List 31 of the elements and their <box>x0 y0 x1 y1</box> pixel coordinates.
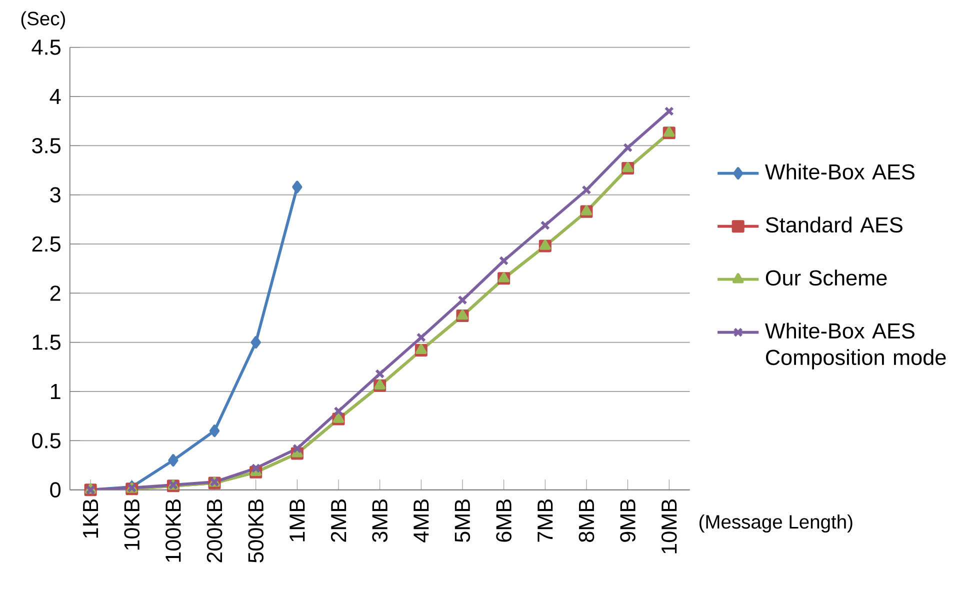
x-tick-label: 2MB <box>330 499 346 542</box>
y-tick-label: 0 <box>50 482 61 498</box>
x-tick-label: 6MB <box>496 499 512 542</box>
x-axis-title: (Message Length) <box>700 514 852 533</box>
x-tick-label: 200KB <box>206 499 222 562</box>
legend-label: Our Scheme <box>766 270 887 286</box>
y-tick-label: 1 <box>50 384 60 399</box>
y-tick-label: 3 <box>50 187 60 203</box>
x-tick-label: 10MB <box>661 499 677 554</box>
x-tick-label: 500KB <box>248 499 264 563</box>
y-tick-label: 3.5 <box>32 138 60 154</box>
y-tick-label: 2 <box>50 286 60 301</box>
x-tick-label: 3MB <box>372 499 388 542</box>
x-tick-label: 9MB <box>620 499 636 542</box>
y-tick-label: 1.5 <box>32 334 60 350</box>
y-axis-title: (Sec) <box>21 11 65 30</box>
legend-label: White-Box AES Composition mode <box>765 322 946 370</box>
legend-label: White-Box AES <box>765 164 914 180</box>
x-tick-label: 5MB <box>454 499 470 542</box>
x-tick-label: 1KB <box>83 499 98 538</box>
x-tick-label: 10KB <box>124 499 140 550</box>
y-tick-label: 0.5 <box>32 433 60 448</box>
legend-label: Standard AES <box>766 216 902 233</box>
x-tick-label: 1MB <box>290 499 305 542</box>
y-tick-label: 4.5 <box>32 40 60 55</box>
y-tick-label: 2.5 <box>32 236 60 252</box>
x-tick-label: 7MB <box>538 499 553 542</box>
x-tick-label: 8MB <box>578 499 594 542</box>
x-tick-label: 100KB <box>166 499 181 562</box>
x-tick-label: 4MB <box>414 499 429 542</box>
y-tick-label: 4 <box>50 89 61 104</box>
